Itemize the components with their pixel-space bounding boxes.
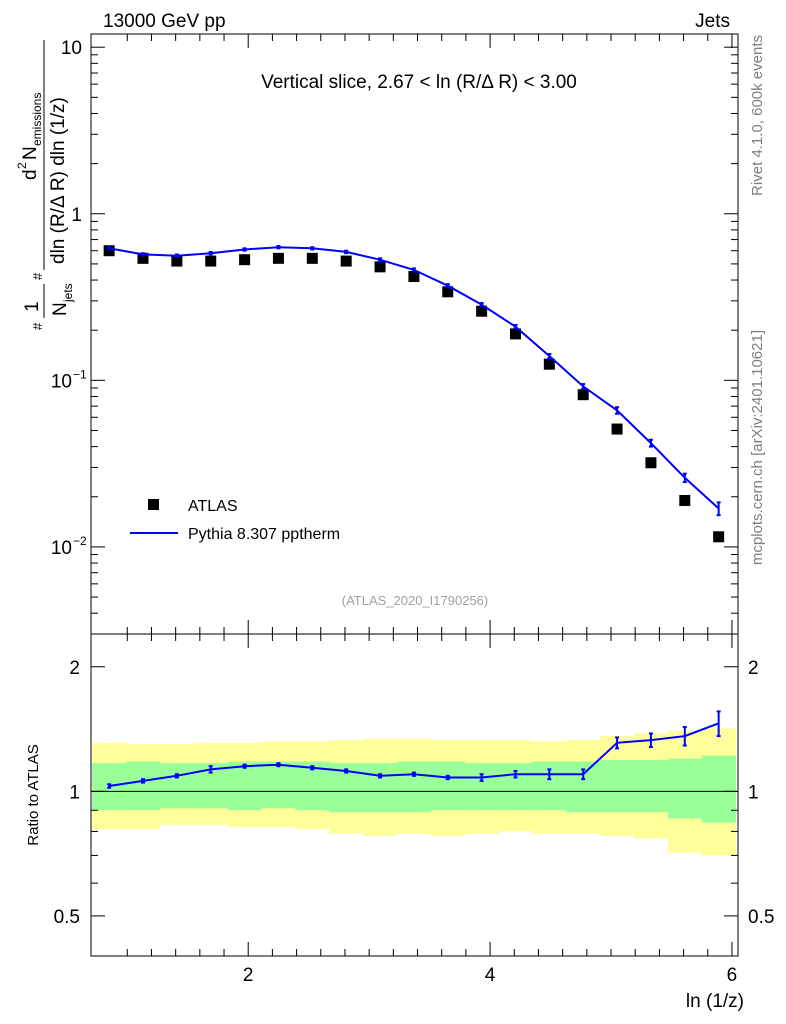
ratio-y-tick-label: 2	[69, 658, 80, 679]
ylabel-d2: d	[20, 169, 41, 180]
atlas-point	[611, 423, 623, 435]
ratio-y-axis-label: Ratio to ATLAS	[25, 744, 42, 845]
x-tick-labels: 2 4 6	[243, 965, 737, 986]
atlas-point	[239, 254, 251, 266]
ylabel-n: N	[20, 146, 41, 160]
ratio-y-tick-label-right: 1	[748, 782, 759, 803]
ylabel-denominator: dln (R/Δ R) dln (1/z)	[48, 97, 69, 264]
side-text-top: Rivet 4.1.0, 600k events	[749, 35, 766, 196]
atlas-point	[374, 261, 386, 273]
main-data-layer	[103, 245, 725, 543]
header-left: 13000 GeV pp	[103, 11, 226, 32]
main-axis-ticks	[91, 34, 738, 635]
atlas-point	[137, 252, 149, 264]
atlas-point	[645, 457, 657, 469]
atlas-point	[272, 252, 284, 264]
atlas-point	[306, 252, 318, 264]
atlas-point	[408, 271, 420, 283]
ylabel-frac1: 1	[22, 301, 43, 312]
ylabel-sup2: 2	[15, 162, 29, 169]
ratio-band-inner	[464, 763, 500, 811]
atlas-point	[713, 531, 725, 543]
x-tick-label: 6	[727, 965, 738, 986]
legend-label-atlas: ATLAS	[188, 498, 238, 515]
pythia-line	[108, 246, 720, 510]
main-y-tick-label: 10	[61, 38, 82, 59]
ratio-band-inner	[126, 761, 161, 811]
main-frame-rect	[90, 33, 739, 635]
ratio-band-inner	[396, 761, 432, 813]
ratio-y-tick-label: 1	[69, 782, 80, 803]
main-y-tick-label: 10	[51, 371, 72, 392]
ylabel-hash-1: #	[30, 322, 45, 330]
main-y-axis-label: # 1 N jets # d 2 N emissions dln (R/Δ R)…	[15, 40, 75, 330]
atlas-point	[442, 286, 454, 298]
ratio-y-tick-label-right: 0.5	[748, 907, 774, 928]
atlas-point	[543, 358, 555, 370]
ratio-band-inner	[600, 760, 635, 813]
ratio-bands	[91, 728, 738, 856]
atlas-point	[205, 255, 217, 267]
x-tick-label: 4	[485, 965, 496, 986]
ratio-band-inner	[633, 760, 669, 813]
ratio-frame-rect	[90, 633, 739, 957]
ratio-y-tick-label: 0.5	[54, 907, 80, 928]
main-y-tick-exponent: −2	[73, 534, 87, 548]
header-right: Jets	[695, 11, 730, 32]
ratio-band-inner	[227, 761, 263, 811]
ratio-band-inner	[159, 763, 195, 809]
legend-marker-atlas	[148, 499, 159, 510]
ratio-axis-ticks	[91, 634, 738, 957]
ylabel-njets: N	[50, 302, 71, 316]
atlas-point	[509, 328, 521, 340]
atlas-point	[103, 245, 115, 257]
ratio-band-inner	[261, 761, 296, 809]
ratio-y-tick-labels: 2 2 1 1 0.5 0.5	[54, 658, 775, 928]
ylabel-jets-sub: jets	[61, 283, 75, 303]
x-tick-label: 2	[243, 965, 254, 986]
ratio-band-inner	[667, 758, 703, 819]
main-y-tick-exponent: −1	[73, 367, 87, 381]
ylabel-hash-2: #	[30, 272, 45, 280]
atlas-point	[679, 494, 691, 506]
atlas-point	[340, 255, 352, 267]
legend-label-pythia: Pythia 8.307 pptherm	[188, 526, 340, 543]
ratio-data-layer	[107, 710, 721, 789]
ratio-y-tick-label-right: 2	[748, 658, 759, 679]
side-text-bottom: mcplots.cern.ch [arXiv:2401.10621]	[749, 330, 766, 565]
atlas-point	[476, 305, 488, 317]
ylabel-emissions-sub: emissions	[30, 93, 44, 146]
ratio-band-inner	[363, 763, 398, 813]
ratio-band-inner	[430, 761, 466, 811]
chart-title: Vertical slice, 2.67 < ln (R/Δ R) < 3.00	[261, 72, 577, 93]
ratio-frame	[90, 633, 739, 957]
atlas-point	[577, 389, 589, 401]
main-y-tick-label: 1	[71, 205, 82, 226]
atlas-point	[171, 255, 183, 267]
main-y-tick-label: 10	[51, 538, 72, 559]
main-frame	[90, 33, 739, 635]
legend: ATLAS Pythia 8.307 pptherm	[130, 498, 340, 543]
watermark: (ATLAS_2020_I1790256)	[342, 593, 488, 608]
ratio-band-inner	[701, 755, 737, 823]
x-axis-label: ln (1/z)	[686, 991, 744, 1012]
